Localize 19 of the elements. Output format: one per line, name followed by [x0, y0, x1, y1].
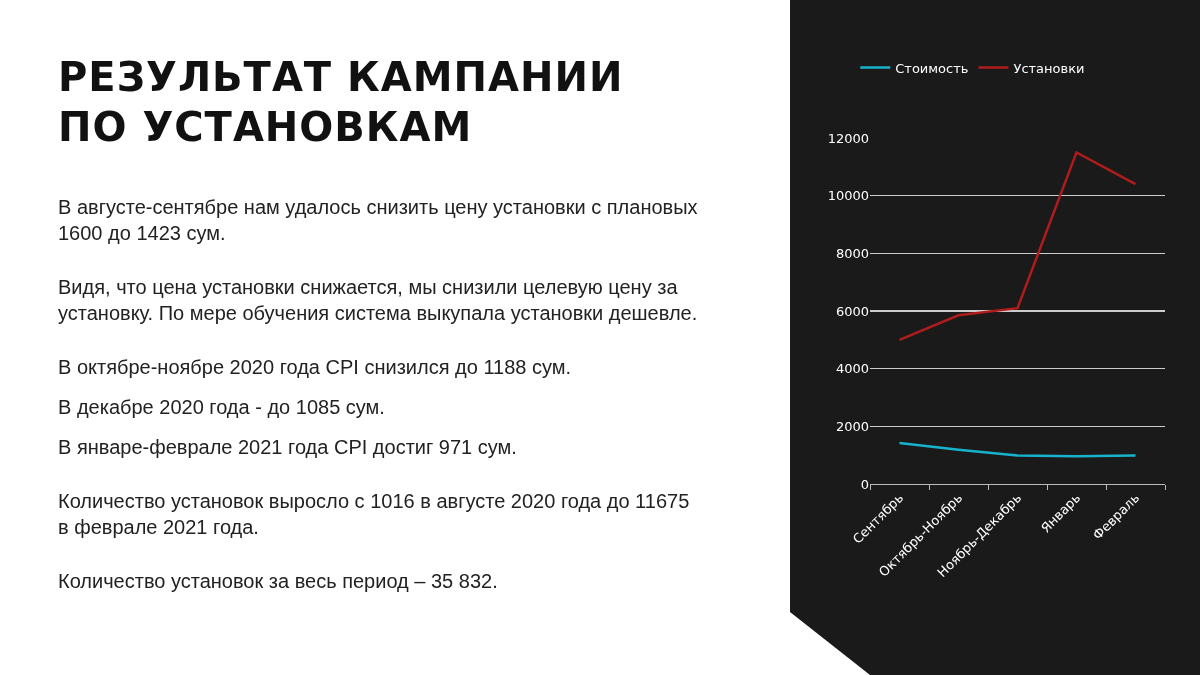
y-tick-label: 4000	[835, 361, 869, 377]
y-tick-label: 0	[860, 476, 869, 492]
legend-label: Установки	[1013, 60, 1085, 76]
y-tick-label: 6000	[835, 303, 869, 319]
line-series	[898, 151, 1137, 342]
text: РЕЗУЛЬТАТ КАМПАНИИ ПО УСТАНОВКАМ	[58, 53, 625, 152]
legend-label: Стоимость	[895, 60, 969, 76]
text: В январе-феврале 2021 года CPI достиг 971 сум.	[58, 435, 518, 460]
text: Количество установок выросло с 1016 в августе 2020 года до 11675 в феврале 2021 года.	[58, 489, 691, 540]
y-tick-label: 10000	[827, 188, 869, 204]
text: В августе-сентябре нам удалось снизить цену установки с плановых 1600 до 1423 сум.	[58, 195, 698, 246]
text: Количество установок за весь период – 35 832.	[58, 569, 499, 594]
text: В октябре-ноябре 2020 года CPI снизился до 1188 сум.	[58, 355, 573, 380]
y-tick-label: 12000	[827, 130, 869, 146]
text: Видя, что цена установки снижается, мы снизили целевую цену за установку. По мере обучения система выкупала установки дешевле.	[58, 275, 698, 326]
y-tick-label: 8000	[835, 245, 869, 261]
text: В декабре 2020 года - до 1085 сум.	[58, 395, 386, 420]
y-tick-label: 2000	[835, 418, 869, 434]
line-series	[898, 441, 1137, 458]
